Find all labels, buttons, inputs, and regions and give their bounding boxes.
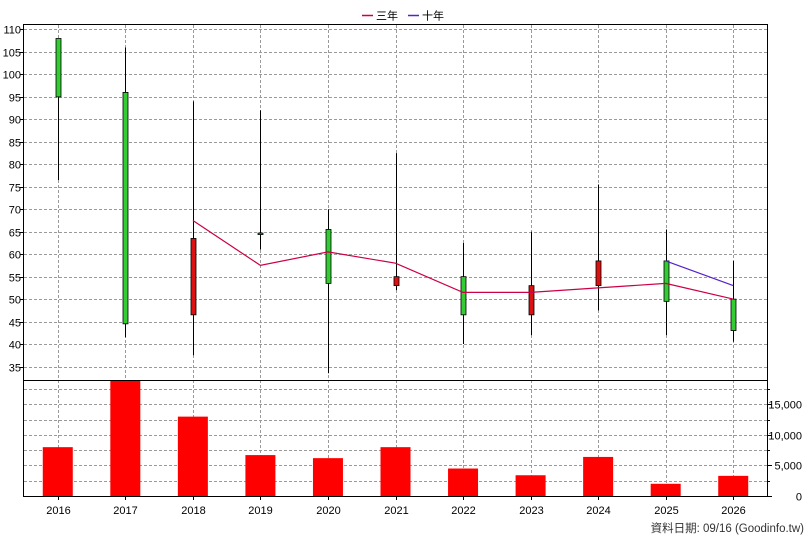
price-tick-label: 110 — [3, 25, 21, 37]
candle-body — [663, 260, 670, 302]
volume-bar — [42, 447, 73, 496]
year-tick-label: 2021 — [384, 505, 408, 517]
volume-bars — [42, 380, 749, 496]
price-tick-label: 50 — [9, 295, 21, 307]
volume-bar — [515, 475, 546, 496]
price-tick-label: 60 — [9, 250, 21, 262]
candle-body — [122, 92, 129, 325]
price-tick-label: 90 — [9, 115, 21, 127]
year-tick-label: 2025 — [654, 505, 678, 517]
price-tick-label: 105 — [3, 48, 21, 60]
volume-bar — [583, 456, 614, 496]
candle-body — [325, 229, 332, 284]
year-tick-label: 2017 — [113, 505, 137, 517]
candle-body — [55, 38, 62, 98]
candle-body — [393, 276, 400, 287]
price-tick-label: 65 — [9, 228, 21, 240]
price-tick-label: 40 — [9, 340, 21, 352]
volume-bar — [312, 458, 343, 496]
volume-bar — [245, 455, 276, 496]
price-tick-label: 85 — [9, 138, 21, 150]
ma-lines — [192, 220, 734, 300]
price-axis: 35 40 45 50 55 60 65 70 75 80 85 90 95 100 105 110 — [3, 25, 24, 375]
volume-tick-label: 5,000 — [774, 461, 802, 473]
year-tick-label: 2018 — [181, 505, 205, 517]
data-date-label: 資料日期: 09/16 (Goodinfo.tw) — [651, 521, 805, 535]
legend-label: 十年 — [422, 9, 444, 23]
legend-label: 三年 — [376, 9, 398, 23]
candle-body — [460, 276, 467, 316]
candle-body — [528, 285, 535, 316]
volume-bar — [177, 416, 208, 496]
price-tick-label: 70 — [9, 205, 21, 217]
volume-bar — [110, 380, 141, 496]
year-tick-label: 2023 — [519, 505, 543, 517]
volume-bar — [448, 468, 479, 496]
volume-tick-label: 10,000 — [768, 431, 802, 443]
price-tick-label: 35 — [9, 363, 21, 375]
price-tick-label: 45 — [9, 318, 21, 330]
price-tick-label: 95 — [9, 93, 21, 105]
price-tick-label: 80 — [9, 160, 21, 172]
chart-frame — [23, 24, 768, 497]
candle-body — [730, 298, 737, 331]
volume-axis: 0 5,000 10,000 15,000 — [767, 389, 802, 504]
year-tick-label: 2019 — [248, 505, 272, 517]
volume-bar — [650, 483, 681, 496]
candle-body — [595, 260, 602, 287]
volume-bar — [380, 447, 411, 496]
year-tick-label: 2020 — [316, 505, 340, 517]
year-tick-label: 2022 — [451, 505, 475, 517]
price-tick-label: 55 — [9, 273, 21, 285]
candles — [55, 38, 737, 374]
ma-line — [665, 260, 734, 287]
year-axis: 2016 2017 2018 2019 2020 2021 2022 2023 2024 2025… — [46, 496, 746, 517]
volume-bar — [718, 475, 749, 496]
volume-tick-label: 0 — [796, 492, 802, 504]
ma-line — [192, 220, 734, 300]
price-tick-label: 100 — [3, 70, 21, 82]
candle-body — [257, 232, 264, 235]
price-tick-label: 75 — [9, 183, 21, 195]
year-tick-label: 2024 — [586, 505, 610, 517]
year-tick-label: 2016 — [46, 505, 70, 517]
candle-body — [190, 238, 197, 316]
volume-tick-label: 15,000 — [768, 400, 802, 412]
year-tick-label: 2026 — [721, 505, 745, 517]
legend: 三年 十年 — [362, 9, 444, 23]
